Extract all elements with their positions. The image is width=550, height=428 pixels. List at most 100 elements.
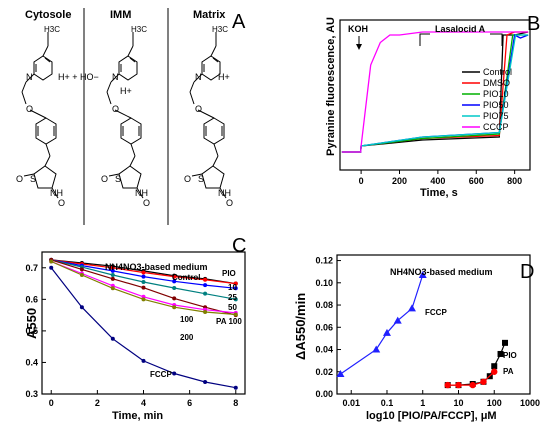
ether-o-cytosole: O: [26, 104, 33, 114]
label-10: 10: [228, 283, 237, 292]
data-point-c: [110, 276, 115, 281]
data-point-c: [110, 336, 115, 341]
data-point-c: [233, 286, 238, 291]
x-tick-label-b: 400: [430, 176, 445, 186]
annotation-koh: KOH: [348, 24, 368, 34]
series-line-b: [341, 31, 529, 153]
data-point-triangle-d: [418, 271, 427, 279]
label-100: 100: [180, 315, 194, 324]
carbonyl-o2-imm: O: [143, 198, 150, 208]
data-point-c: [79, 305, 84, 310]
label-50: 50: [228, 303, 237, 312]
y-tick-label-c: 0.3: [25, 389, 38, 399]
legend-label-b: Control: [483, 67, 512, 77]
plot-frame-b: [339, 19, 531, 171]
y-tick-label-d: 0.04: [315, 345, 333, 355]
carbonyl-o1-cytosole: O: [16, 174, 23, 184]
lasalocid-bracket-right: [490, 33, 503, 46]
data-point-c: [233, 297, 238, 302]
data-point-c: [233, 312, 238, 317]
y-tick-label-c: 0.7: [25, 263, 38, 273]
label-control: Control: [172, 273, 200, 282]
legend-label-b: PIO10: [483, 89, 509, 99]
ion-label-cytosole: H+ + HO−: [58, 72, 99, 82]
y-tick-label-d: 0.10: [315, 278, 333, 288]
column-title-cytosole: Cytosole: [25, 9, 71, 21]
panel-label-d: D: [520, 261, 534, 283]
label-fccp-d: FCCP: [425, 308, 447, 317]
data-point-c: [110, 265, 115, 270]
panel-c: 0 2 4 6 8 0.3 0.4 0.5 0.6 0.7 NH4NO3-based medium…: [24, 235, 246, 422]
data-point-c: [110, 286, 115, 291]
data-point-c: [141, 274, 146, 279]
data-point-c: [203, 283, 208, 288]
panel-label-a: A: [232, 11, 246, 33]
data-point-c: [49, 265, 54, 270]
data-point-circle-d: [480, 378, 487, 385]
x-tick-label-d: 0.1: [381, 398, 394, 408]
y-tick-label-d: 0.06: [315, 322, 333, 332]
y-axis-label-d: ΔA550/min: [293, 293, 308, 360]
x-tick-label-b: 200: [392, 176, 407, 186]
x-tick-label-b: 800: [507, 176, 522, 186]
thiazolidine-s-imm: S: [115, 174, 121, 184]
legend-label-b: CCCP: [483, 122, 509, 132]
pyridine-n-imm: N: [112, 72, 119, 82]
y-tick-label-d: 0.02: [315, 367, 333, 377]
data-point-c: [172, 296, 177, 301]
data-point-triangle-d: [393, 316, 402, 324]
thiazolidine-s-cytosole: S: [30, 174, 36, 184]
data-point-square-d: [497, 350, 504, 357]
carbonyl-o2-matrix: O: [226, 198, 233, 208]
pyridine-n-matrix: N: [195, 72, 202, 82]
carbonyl-o2-cytosole: O: [58, 198, 65, 208]
x-tick-label-c: 8: [233, 398, 238, 408]
x-axis-label-b: Time, s: [420, 187, 458, 199]
data-point-triangle-d: [336, 369, 345, 377]
x-tick-label-d: 10: [453, 398, 463, 408]
label-fccp-c: FCCP: [150, 370, 172, 379]
column-title-imm: IMM: [110, 9, 131, 21]
chart-title-d: NH4NO3-based medium: [390, 267, 493, 277]
label-200: 200: [180, 333, 194, 342]
y-tick-label-d: 0.12: [315, 256, 333, 266]
pioglitazone-molecule-imm: [106, 31, 144, 199]
data-point-triangle-d: [372, 345, 381, 353]
data-point-c: [79, 273, 84, 278]
data-point-c: [110, 273, 115, 278]
y-tick-label-d: 0.00: [315, 389, 333, 399]
data-point-c: [203, 380, 208, 385]
x-tick-label-d: 1000: [520, 398, 540, 408]
panel-label-b: B: [527, 13, 540, 35]
y-axis-label-b: Pyranine fluorescence, AU: [325, 17, 337, 156]
label-pa-d: PA: [503, 367, 514, 376]
data-point-c: [110, 268, 115, 273]
ether-o-matrix: O: [195, 104, 202, 114]
x-axis-label-c: Time, min: [112, 410, 163, 422]
chart-title-c: NH4NO3-based medium: [105, 262, 208, 272]
data-point-c: [203, 309, 208, 314]
thiazolidine-nh-imm: NH: [135, 188, 148, 198]
annotation-lasalocid: Lasalocid A: [435, 24, 486, 34]
plot-area-c: 0 2 4 6 8 0.3 0.4 0.5 0.6 0.7: [25, 257, 238, 408]
label-pio-d: PIO: [503, 351, 517, 360]
y-tick-label-c: 0.5: [25, 326, 38, 336]
data-point-c: [203, 291, 208, 296]
series-line-d: [340, 274, 424, 375]
koh-arrowhead: [356, 44, 362, 50]
carbonyl-o1-imm: O: [101, 174, 108, 184]
data-point-c: [172, 285, 177, 290]
x-tick-label-c: 2: [95, 398, 100, 408]
x-tick-label-c: 6: [187, 398, 192, 408]
pioglitazone-molecule-matrix: [189, 31, 227, 199]
column-title-matrix: Matrix: [193, 9, 226, 21]
data-point-c: [172, 279, 177, 284]
plot-area-b: 0 200 400 600 800: [341, 31, 529, 186]
x-axis-label-d: log10 [PIO/PA/FCCP], μM: [366, 410, 497, 422]
data-point-circle-d: [455, 381, 462, 389]
data-point-square-d: [502, 339, 509, 346]
legend-label-b: PIO50: [483, 100, 509, 110]
data-point-square-d: [491, 363, 498, 370]
x-tick-label-b: 600: [469, 176, 484, 186]
